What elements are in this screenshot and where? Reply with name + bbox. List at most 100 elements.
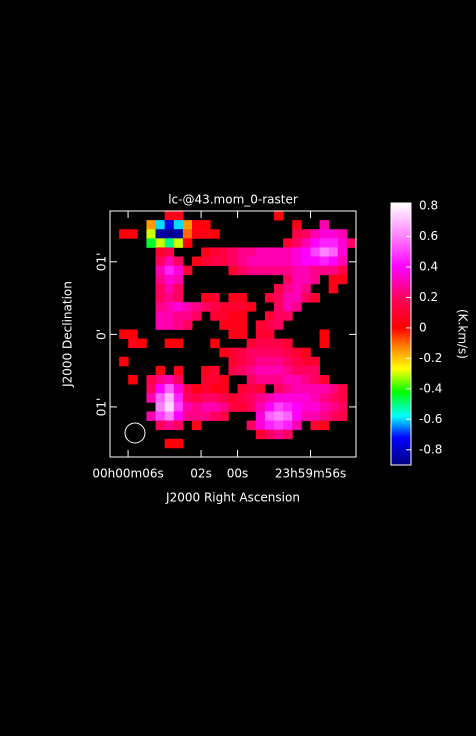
pixel: [328, 256, 339, 267]
pixel: [274, 411, 284, 421]
pixel: [255, 365, 266, 376]
pixel: [328, 247, 339, 257]
pixel: [173, 393, 184, 403]
pixel: [182, 411, 193, 421]
pixel: [328, 265, 339, 276]
pixel: [155, 384, 166, 394]
pixel: [155, 402, 166, 412]
pixel: [264, 375, 275, 385]
pixel: [264, 265, 275, 276]
pixel: [274, 211, 284, 221]
pixel: [319, 393, 330, 403]
pixel: [146, 229, 156, 239]
pixel: [182, 384, 193, 394]
pixel: [228, 329, 238, 339]
pixel: [283, 375, 293, 385]
pixel: [301, 247, 311, 257]
pixel: [328, 238, 339, 248]
pixel: [164, 411, 175, 421]
y-tick-label: 01': [95, 398, 109, 417]
pixel: [246, 247, 257, 257]
pixel: [292, 384, 302, 394]
pixel: [255, 256, 266, 267]
pixel: [264, 356, 275, 367]
pixel: [301, 384, 311, 394]
pixel: [237, 256, 248, 267]
pixel: [283, 311, 293, 321]
pixel: [164, 238, 175, 248]
x-axis-label: J2000 Right Ascension: [165, 491, 300, 505]
pixel: [228, 265, 238, 276]
pixel: [128, 375, 138, 385]
pixel: [283, 393, 293, 403]
pixel: [283, 356, 293, 367]
pixel: [237, 356, 248, 367]
pixel: [301, 411, 311, 421]
pixel: [137, 338, 147, 349]
pixel: [301, 229, 311, 239]
pixel: [237, 302, 248, 312]
pixel: [228, 256, 238, 267]
pixel: [310, 375, 320, 385]
pixel: [155, 411, 166, 421]
pixel: [337, 384, 348, 394]
pixel: [155, 283, 166, 294]
pixel: [192, 220, 202, 230]
colorbar-label: (K.km/s): [456, 309, 470, 359]
pixel: [164, 375, 175, 385]
pixel: [346, 238, 357, 248]
pixel: [264, 402, 275, 412]
pixel: [128, 338, 138, 349]
pixel: [237, 393, 248, 403]
pixel: [310, 247, 320, 257]
pixel: [319, 338, 330, 349]
pixel: [246, 402, 257, 412]
pixel: [337, 238, 348, 248]
pixel: [310, 256, 320, 267]
pixel: [228, 293, 238, 303]
pixel: [246, 256, 257, 267]
pixel: [292, 411, 302, 421]
pixel: [319, 420, 330, 431]
pixel: [219, 411, 229, 421]
pixel: [164, 393, 175, 403]
pixel: [164, 247, 175, 257]
pixel: [274, 311, 284, 321]
pixel: [283, 384, 293, 394]
x-tick-label: 00s: [227, 467, 249, 481]
pixel: [219, 311, 229, 321]
pixel: [182, 320, 193, 330]
pixel: [182, 311, 193, 321]
pixel: [283, 411, 293, 421]
pixel: [274, 429, 284, 440]
pixel: [119, 329, 129, 339]
pixel: [201, 384, 211, 394]
pixel: [328, 229, 339, 239]
pixel: [283, 347, 293, 358]
pixel: [164, 220, 175, 230]
pixel: [164, 402, 175, 412]
pixel: [219, 320, 229, 330]
pixel: [119, 356, 129, 367]
pixel: [283, 365, 293, 376]
pixel: [328, 283, 339, 294]
pixel: [210, 393, 220, 403]
pixel: [219, 393, 229, 403]
pixel: [264, 256, 275, 267]
pixel: [274, 293, 284, 303]
pixel: [173, 420, 184, 431]
pixel: [337, 256, 348, 267]
pixel: [319, 247, 330, 257]
pixel: [228, 402, 238, 412]
pixel: [264, 365, 275, 376]
pixel: [201, 220, 211, 230]
pixel: [292, 283, 302, 294]
pixel: [283, 283, 293, 294]
pixel: [310, 365, 320, 376]
pixel: [255, 420, 266, 431]
pixel: [264, 420, 275, 431]
pixel: [337, 393, 348, 403]
pixel: [283, 265, 293, 276]
pixel: [255, 429, 266, 440]
